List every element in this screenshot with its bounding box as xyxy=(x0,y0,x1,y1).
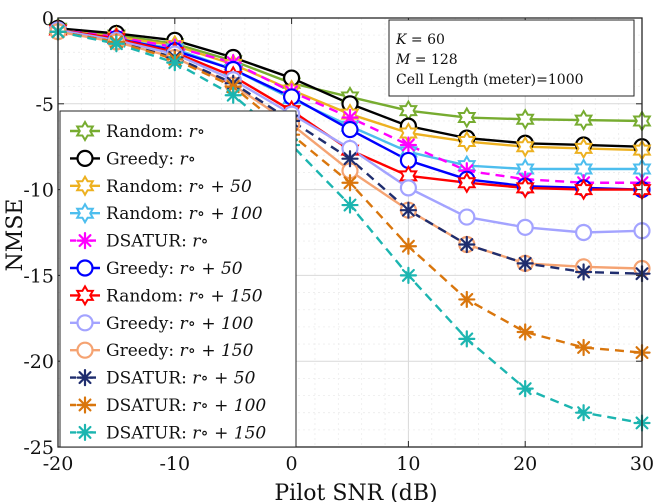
data-point-series-7 xyxy=(574,178,594,201)
data-point-series-7 xyxy=(515,176,535,199)
legend-label-8: Greedy: r∘ + 100 xyxy=(106,314,254,334)
data-point-series-1 xyxy=(574,109,594,132)
data-point-series-10 xyxy=(458,235,476,254)
data-point-series-10 xyxy=(516,254,534,272)
legend-label-4: Random: r∘ + 100 xyxy=(106,204,263,224)
data-point-series-6 xyxy=(341,120,359,139)
annotation-line-m: M = 128 xyxy=(395,52,458,68)
data-point-series-12 xyxy=(107,35,126,53)
tick-labels: -20 -10 0 10 20 300-5-10-15-20-25 xyxy=(23,8,654,475)
annotation-k-value: = 60 xyxy=(406,32,444,48)
data-point-series-1 xyxy=(515,108,535,131)
legend-marker-8 xyxy=(76,314,94,332)
data-point-series-8 xyxy=(399,179,417,197)
data-point-series-8 xyxy=(574,223,593,242)
data-point-series-12 xyxy=(458,330,476,348)
legend-marker-12 xyxy=(76,423,94,441)
legend-label-9: Greedy: r∘ + 150 xyxy=(106,341,254,361)
legend-label-10: DSATUR: r∘ + 50 xyxy=(106,369,256,389)
data-point-series-8 xyxy=(458,208,476,226)
y-axis-title: NMSE xyxy=(3,199,28,272)
data-point-series-12 xyxy=(574,404,593,422)
x-tick-label: -20 xyxy=(43,453,74,475)
annotation-m-value: = 128 xyxy=(410,52,457,68)
y-tick-label: -25 xyxy=(23,437,54,459)
annotation-line-cell-length: Cell Length (meter)=1000 xyxy=(396,72,584,88)
y-tick-label: -20 xyxy=(23,351,54,373)
annotation-line-k: K = 60 xyxy=(395,32,445,48)
data-point-series-11 xyxy=(516,323,534,341)
x-axis-title: Pilot SNR (dB) xyxy=(274,481,437,502)
data-point-series-10 xyxy=(574,263,593,281)
legend-label-6: Greedy: r∘ + 50 xyxy=(106,259,243,279)
y-tick-label: -10 xyxy=(23,180,54,202)
data-point-series-10 xyxy=(399,201,417,219)
y-tick-label: -15 xyxy=(23,265,54,287)
data-point-series-1 xyxy=(457,106,477,129)
legend-marker-11 xyxy=(76,396,94,414)
parameter-annotation: K = 60 M = 128 Cell Length (meter)=1000 xyxy=(388,19,635,97)
legend-label-3: Random: r∘ + 50 xyxy=(106,177,252,197)
legend-marker-10 xyxy=(76,369,94,387)
data-point-series-12 xyxy=(166,54,184,72)
annotation-box xyxy=(388,19,635,97)
legend-marker-1 xyxy=(75,120,95,142)
data-point-series-12 xyxy=(341,196,359,214)
x-tick-label: 0 xyxy=(286,453,298,475)
data-point-series-12 xyxy=(399,266,417,284)
y-tick-label: 0 xyxy=(42,8,54,30)
x-tick-label: 30 xyxy=(630,453,654,475)
legend-marker-6 xyxy=(76,259,94,277)
legend-label-2: Greedy: r∘ xyxy=(106,149,196,169)
legend-label-5: DSATUR: r∘ xyxy=(106,232,209,252)
legend-label-11: DSATUR: r∘ + 100 xyxy=(106,396,266,416)
legend-marker-7 xyxy=(75,284,95,307)
legend-marker-2 xyxy=(76,149,94,167)
legend-marker-4 xyxy=(75,202,95,225)
data-point-series-11 xyxy=(574,338,593,357)
data-point-series-3 xyxy=(515,135,535,158)
x-tick-label: -10 xyxy=(159,453,190,475)
annotation-k-var: K xyxy=(395,32,408,48)
legend-label-7: Random: r∘ + 150 xyxy=(106,286,263,306)
legend-label-1: Random: r∘ xyxy=(106,122,205,142)
data-point-series-10 xyxy=(341,150,359,168)
data-point-series-7 xyxy=(457,171,477,194)
x-tick-label: 20 xyxy=(513,453,537,475)
series-markers xyxy=(48,17,652,432)
data-point-series-11 xyxy=(458,290,476,309)
x-tick-label: 10 xyxy=(396,453,420,475)
data-point-series-5 xyxy=(399,136,417,154)
legend-items: Random: r∘ Greedy: r∘ Random: r∘ + 50 Rando… xyxy=(70,120,266,443)
legend-marker-5 xyxy=(76,232,94,250)
y-tick-label: -5 xyxy=(35,94,54,116)
data-point-series-3 xyxy=(574,137,594,160)
legend-label-12: DSATUR: r∘ + 150 xyxy=(106,423,266,443)
legend-marker-9 xyxy=(76,341,94,359)
legend: Random: r∘ Greedy: r∘ Random: r∘ + 50 Rando… xyxy=(59,110,297,448)
plot-frame xyxy=(57,17,643,448)
data-point-series-11 xyxy=(341,174,359,192)
data-point-series-12 xyxy=(224,86,242,104)
legend-marker-3 xyxy=(75,174,95,197)
annotation-m-var: M xyxy=(395,52,411,68)
legend-box xyxy=(59,110,297,448)
data-point-series-12 xyxy=(516,380,534,398)
data-point-series-11 xyxy=(399,237,417,255)
data-point-series-3 xyxy=(457,130,477,153)
data-point-series-8 xyxy=(516,218,534,236)
